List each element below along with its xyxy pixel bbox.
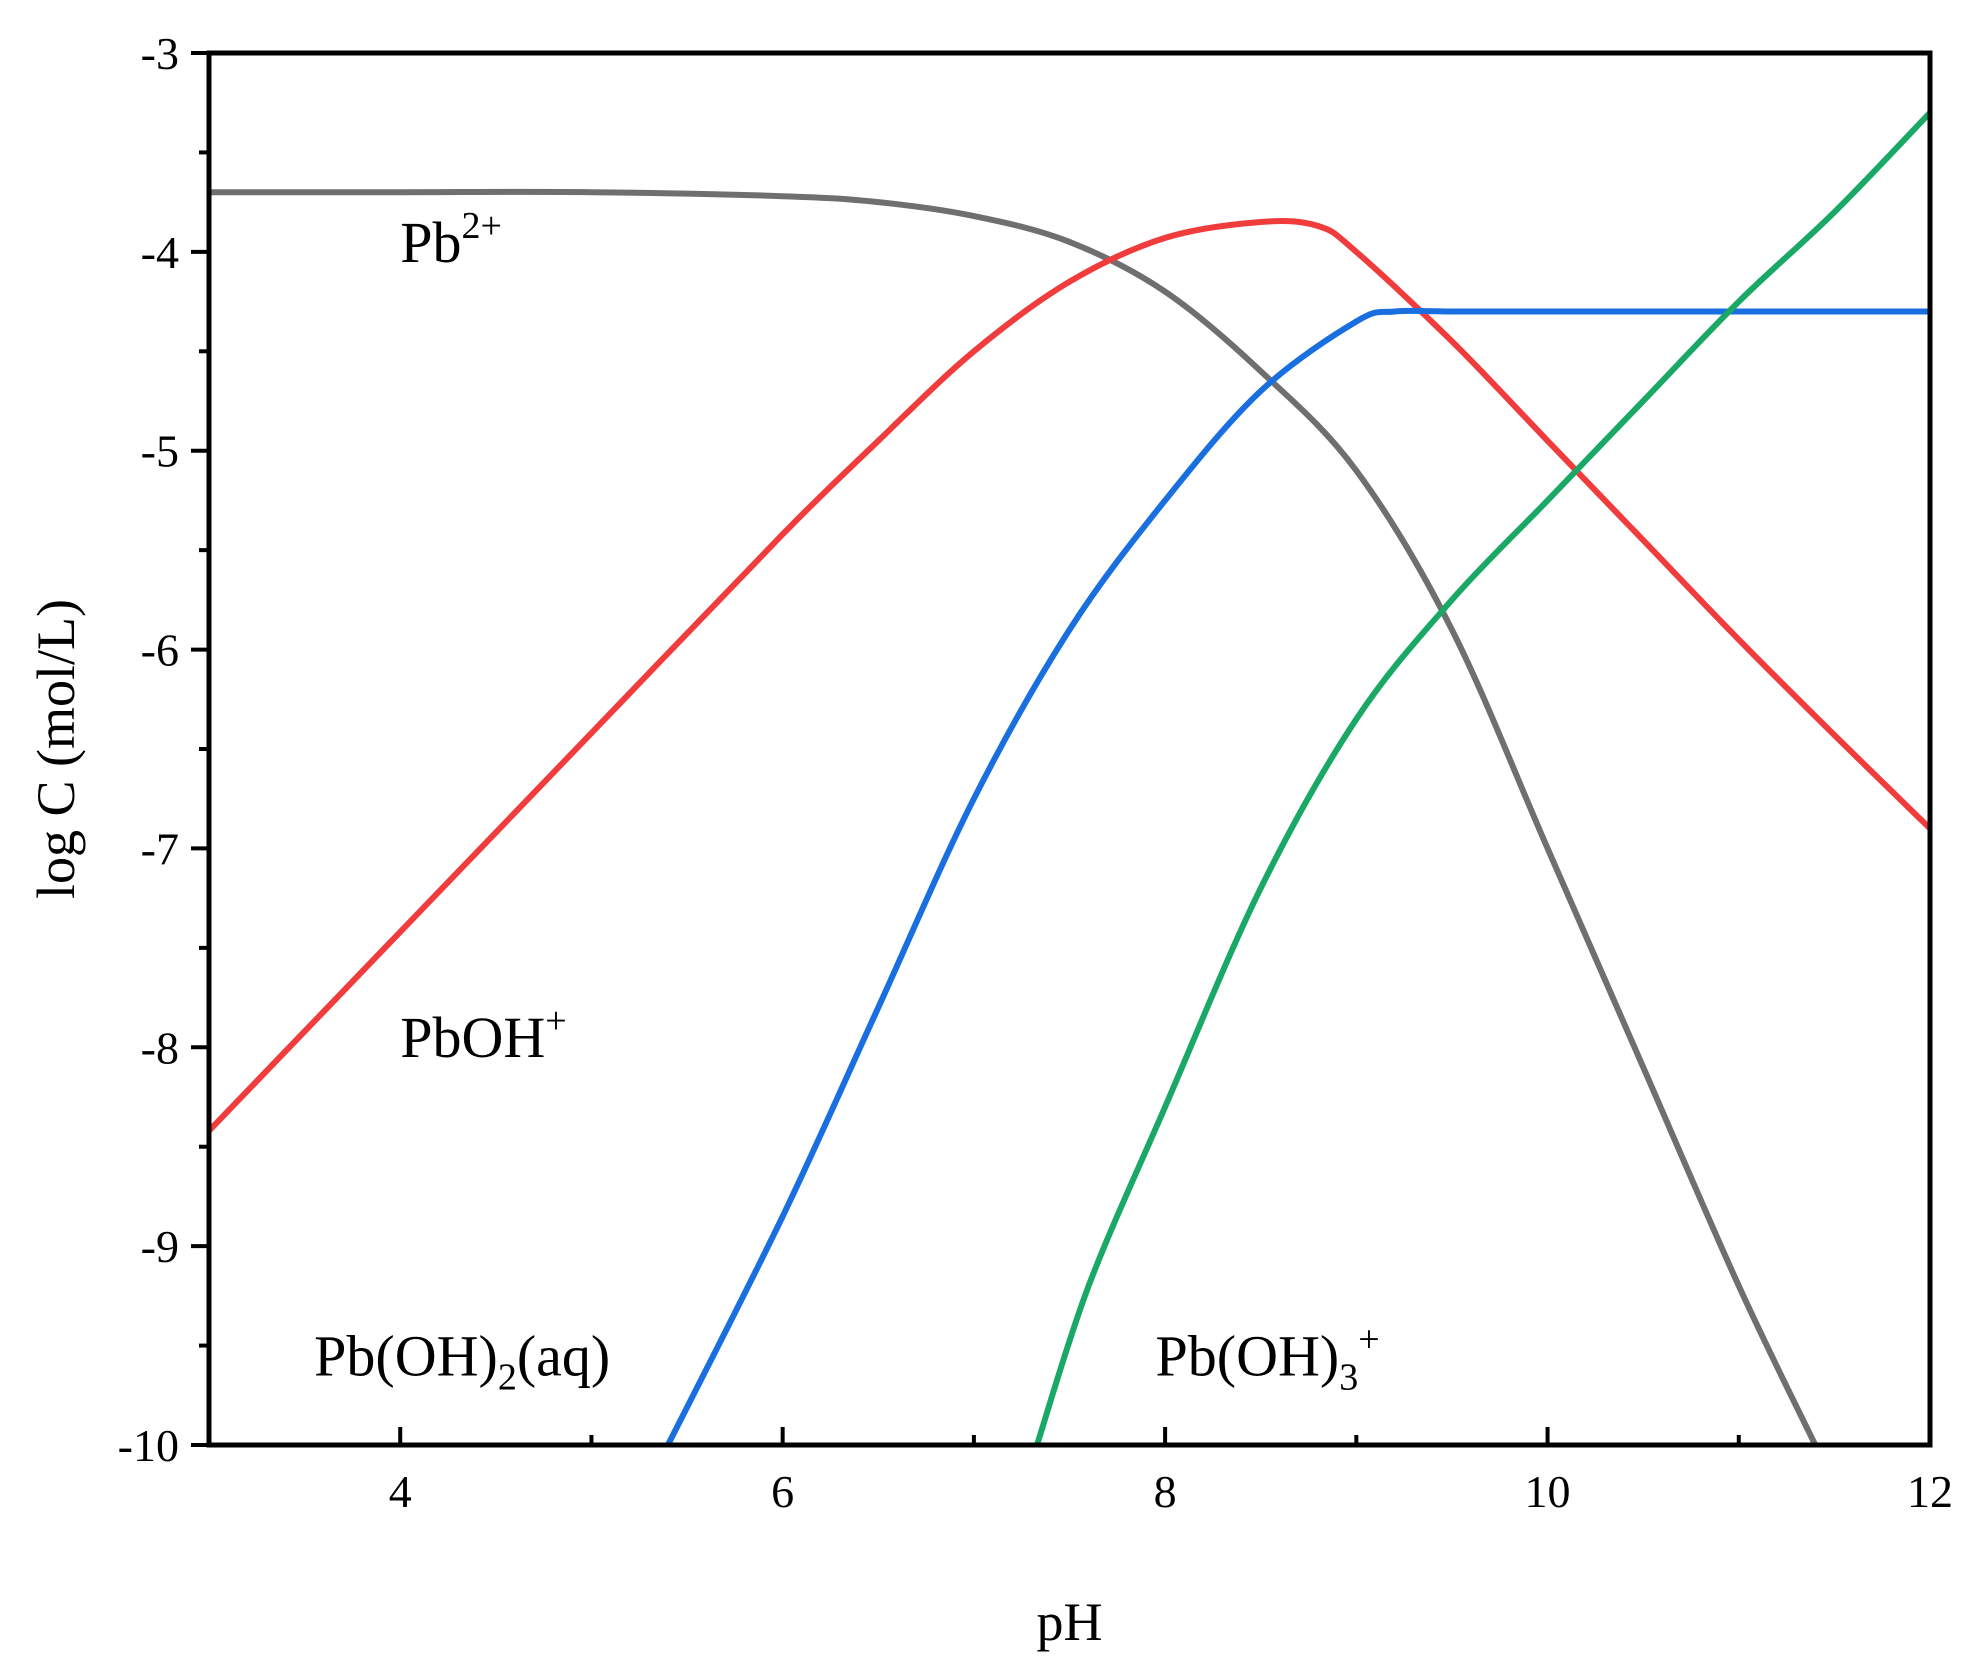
x-tick-label: 10 xyxy=(1525,1466,1571,1517)
y-tick-label: -8 xyxy=(141,1022,179,1073)
species-label-text: Pb(OH) xyxy=(1156,1323,1340,1388)
species-label-sup: + xyxy=(545,1000,566,1042)
y-tick-label: -10 xyxy=(118,1420,179,1471)
species-label-sub: 3 xyxy=(1339,1356,1358,1398)
y-axis-title: log C (mol/L) xyxy=(26,599,86,899)
x-axis-title: pH xyxy=(1037,1592,1103,1652)
species-label-text: PbOH xyxy=(400,1005,545,1070)
x-tick-label: 12 xyxy=(1907,1466,1953,1517)
y-tick-label: -4 xyxy=(141,227,179,278)
series-line-1 xyxy=(209,188,1819,1445)
species-label-sup: 2+ xyxy=(461,205,501,247)
series-line-4 xyxy=(1034,110,1930,1445)
y-tick-label: -5 xyxy=(141,426,179,477)
series-line-3 xyxy=(665,307,1930,1445)
species-label-text: Pb xyxy=(400,210,461,275)
species-label-text: (aq) xyxy=(517,1323,610,1388)
species-label-4: Pb(OH)3+ xyxy=(1156,1318,1380,1398)
y-tick-label: -3 xyxy=(141,28,179,79)
x-tick-label: 6 xyxy=(771,1466,794,1517)
x-tick-label: 4 xyxy=(389,1466,412,1517)
plot-border xyxy=(206,50,1933,1448)
y-tick-label: -9 xyxy=(141,1221,179,1272)
species-label-2: PbOH+ xyxy=(400,1000,566,1070)
y-tick-label: -7 xyxy=(141,823,179,874)
species-label-3: Pb(OH)2(aq) xyxy=(314,1323,610,1398)
species-label-sub: 2 xyxy=(498,1356,517,1398)
species-label-text: Pb(OH) xyxy=(314,1323,498,1388)
series-line-2 xyxy=(209,218,1930,1133)
series-layer xyxy=(209,110,1930,1445)
species-labels: Pb2+PbOH+Pb(OH)2(aq) Pb(OH)3+ xyxy=(314,205,1379,1399)
x-tick-label: 8 xyxy=(1154,1466,1177,1517)
species-label-1: Pb2+ xyxy=(400,205,502,275)
y-tick-label: -6 xyxy=(141,625,179,676)
axis-ticks: 4 6 8 10 12 -3 -4 -5 -6 -7 -8 -9 -10 xyxy=(118,28,1953,1517)
plot-frame xyxy=(206,50,1933,1448)
species-label-sup: + xyxy=(1358,1318,1379,1360)
